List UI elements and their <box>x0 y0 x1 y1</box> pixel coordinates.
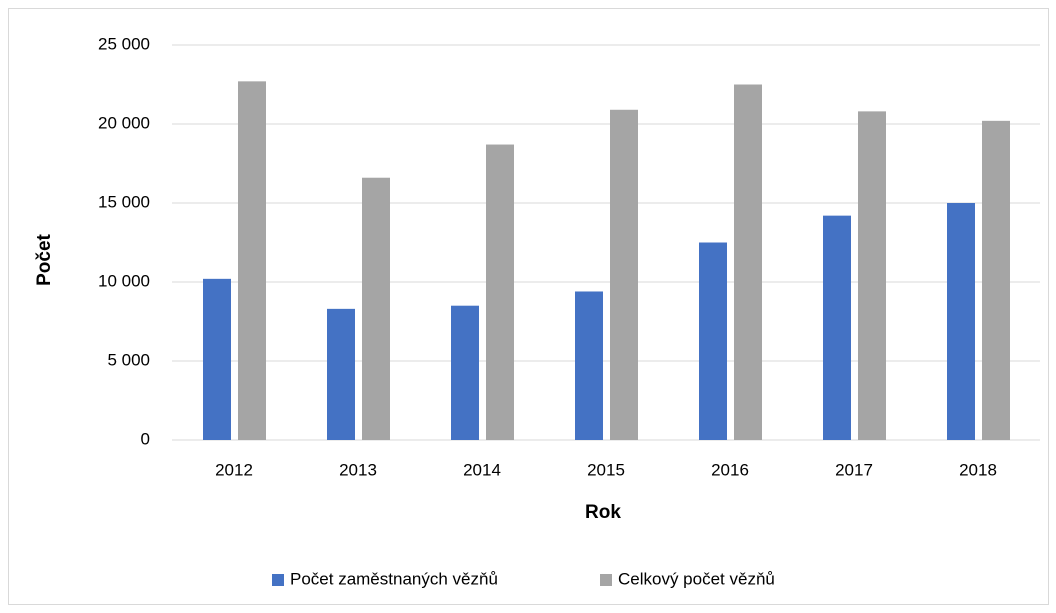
x-tick-label: 2016 <box>711 460 749 479</box>
bar <box>451 305 479 440</box>
bar <box>203 278 231 440</box>
x-tick-label: 2013 <box>339 460 377 479</box>
x-tick-label: 2012 <box>215 460 253 479</box>
bar <box>982 120 1010 440</box>
legend-label: Počet zaměstnaných vězňů <box>290 569 498 588</box>
legend-swatch <box>272 574 284 586</box>
bar <box>734 84 762 440</box>
y-tick-label: 25 000 <box>98 34 150 53</box>
x-axis-title: Rok <box>585 502 621 523</box>
legend-label: Celkový počet vězňů <box>618 569 775 588</box>
y-tick-label: 10 000 <box>98 271 150 290</box>
legend-swatch <box>600 574 612 586</box>
bar <box>575 291 603 440</box>
bar <box>327 308 355 440</box>
chart-frame <box>8 8 1049 605</box>
bar <box>610 109 638 440</box>
bar <box>947 203 975 440</box>
bar <box>823 215 851 440</box>
y-tick-label: 0 <box>141 429 150 448</box>
x-tick-label: 2017 <box>835 460 873 479</box>
x-tick-label: 2018 <box>959 460 997 479</box>
y-axis-title: Počet <box>34 233 55 285</box>
x-tick-label: 2015 <box>587 460 625 479</box>
bar <box>486 144 514 441</box>
y-tick-label: 15 000 <box>98 192 150 211</box>
x-tick-label: 2014 <box>463 460 501 479</box>
y-tick-label: 5 000 <box>107 350 150 369</box>
bar <box>858 111 886 441</box>
bar <box>238 81 266 440</box>
bar <box>362 177 390 440</box>
y-tick-label: 20 000 <box>98 113 150 132</box>
bar <box>699 242 727 440</box>
